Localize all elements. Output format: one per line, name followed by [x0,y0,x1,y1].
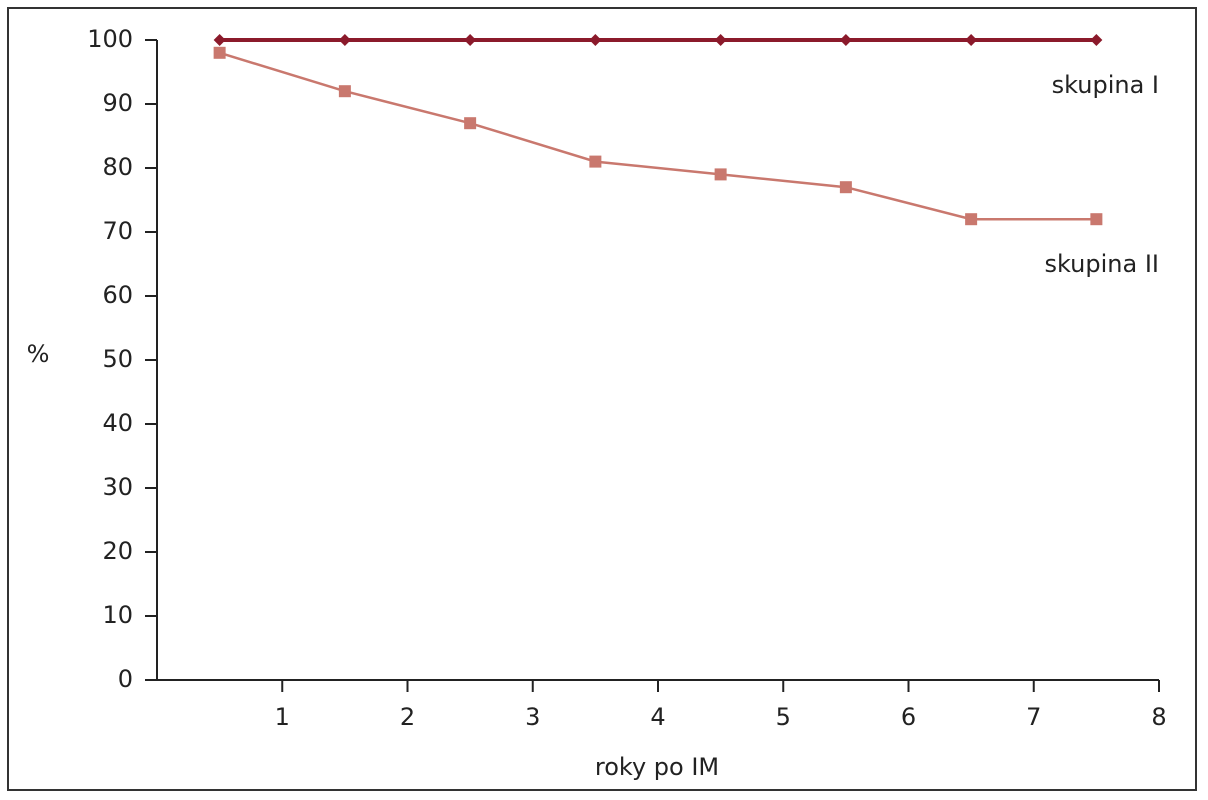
data-point [338,85,351,98]
y-tick-label: 50 [102,345,133,373]
y-tick-label: 30 [102,473,133,501]
data-point [589,155,602,168]
x-tick-label: 6 [901,703,916,731]
data-point [1090,34,1103,46]
data-point [839,34,852,46]
series-label: skupina I [1052,71,1159,99]
y-tick-label: 40 [102,409,133,437]
x-tick-label: 2 [400,703,415,731]
y-axis-label: % [27,340,50,368]
data-point [213,46,226,59]
x-tick-label: 5 [776,703,791,731]
data-point [464,34,477,46]
x-axis-label: roky po IM [595,753,719,781]
x-tick-label: 4 [650,703,665,731]
data-point [965,213,978,226]
data-point [965,34,978,46]
data-point [213,34,226,46]
data-point [714,34,727,46]
series-label: skupina II [1045,250,1159,278]
y-tick-label: 0 [118,665,133,693]
y-tick-label: 90 [102,89,133,117]
series-line [219,51,1097,221]
x-tick-label: 1 [275,703,290,731]
data-point [464,117,477,130]
y-tick-label: 80 [102,153,133,181]
x-tick-label: 3 [525,703,540,731]
frame [7,7,1197,791]
y-tick-label: 10 [102,601,133,629]
y-tick-label: 60 [102,281,133,309]
y-tick-label: 70 [102,217,133,245]
y-tick-label: 20 [102,537,133,565]
x-tick-label: 8 [1151,703,1166,731]
y-tick-label: 100 [87,25,133,53]
data-point [714,168,727,181]
data-point [839,181,852,194]
data-point [589,34,602,46]
data-point [1090,213,1103,226]
x-tick-label: 7 [1026,703,1041,731]
data-point [338,34,351,46]
